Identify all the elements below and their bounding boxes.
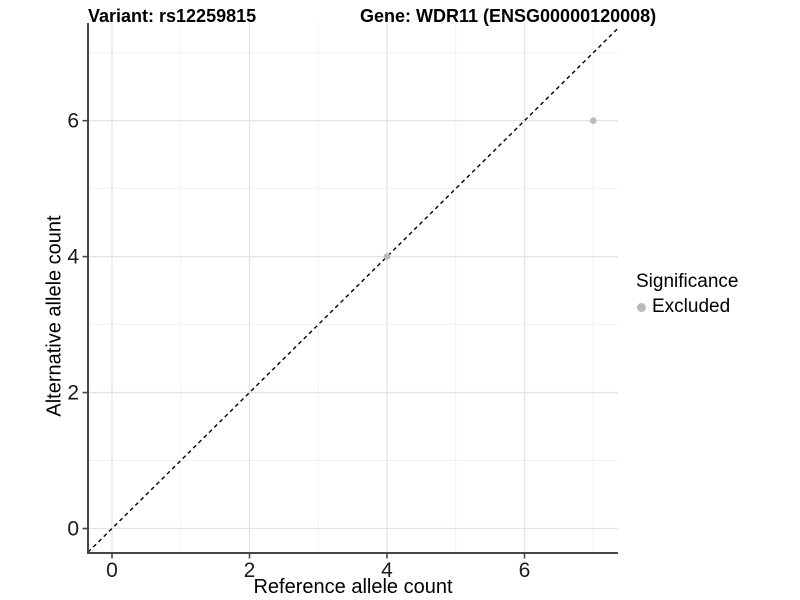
y-tick-label: 6 [67,110,79,133]
legend-item-label: Excluded [652,296,731,317]
x-tick-label: 6 [519,559,531,582]
legend-point-icon [637,302,646,312]
variant-title: Variant: rs12259815 [88,6,257,26]
legend-title: Significance [636,271,739,292]
identity-reference-line [87,27,619,553]
x-tick-label: 2 [244,559,256,582]
y-tick-label: 4 [67,246,79,269]
y-tick-label: 0 [67,518,79,541]
legend: Significance Excluded [636,271,738,318]
y-axis-title: Alternative allele count [43,215,66,417]
x-tick-label: 4 [381,559,393,582]
data-point-excluded [589,117,597,124]
legend-item-excluded: Excluded [636,296,738,318]
x-tick-label: 0 [106,559,118,582]
x-axis-title: Reference allele count [253,576,453,598]
y-tick-label: 2 [67,382,79,405]
gene-title: Gene: WDR11 (ENSG00000120008) [360,6,657,26]
data-point-excluded [383,253,391,260]
